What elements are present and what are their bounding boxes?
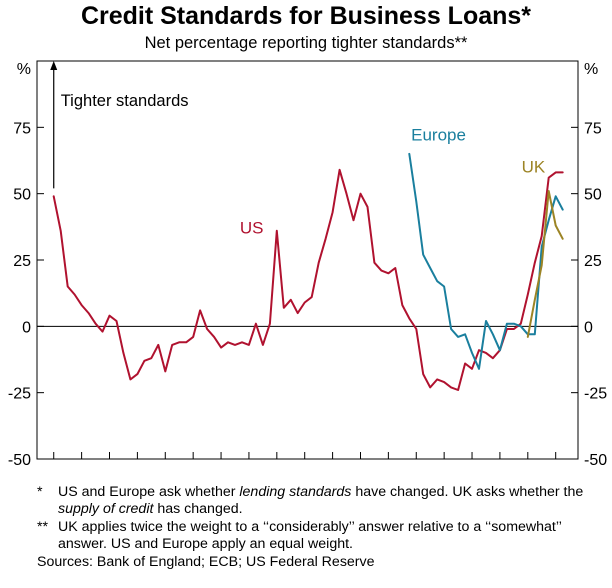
x-tick-label: 2005 bbox=[454, 468, 490, 470]
footnote-1-em1: lending standards bbox=[239, 484, 352, 500]
sources-note: Sources: Bank of England; ECB; US Federa… bbox=[37, 553, 375, 570]
y-tick-label-right: 75 bbox=[584, 120, 602, 137]
series-line-europe bbox=[408, 152, 564, 370]
chart-subtitle: Net percentage reporting tighter standar… bbox=[144, 34, 468, 52]
y-tick-label-left: 0 bbox=[22, 319, 31, 336]
footnote-1-part1: US and Europe ask whether bbox=[58, 484, 240, 500]
footnote-2-marker: ** bbox=[37, 518, 49, 535]
annotation-tighter-standards: Tighter standards bbox=[61, 92, 189, 110]
x-tick-label: 1999 bbox=[287, 468, 323, 470]
x-tick-label: 1990 bbox=[36, 468, 72, 470]
series-label-uk: UK bbox=[522, 157, 546, 176]
x-tick-label: 1993 bbox=[120, 468, 156, 470]
series-label-us: US bbox=[240, 218, 264, 237]
chart-title: Credit Standards for Business Loans* bbox=[80, 2, 532, 30]
y-tick-label-left: -50 bbox=[8, 452, 31, 469]
plot-frame bbox=[36, 60, 579, 460]
y-tick-label-right: -25 bbox=[584, 386, 607, 403]
line-chart: -50 -50 -25 -25 0 0 25 25 50 50 75 75%% 1990 1993 1996… bbox=[8, 60, 607, 470]
y-tick-label-left: 75 bbox=[13, 120, 31, 137]
series-line-uk bbox=[526, 190, 564, 338]
footnote-2-text: UK applies twice the weight to a ‘‘consi… bbox=[58, 518, 562, 553]
y-tick-label-right: -50 bbox=[584, 452, 607, 469]
x-tick-label: 2002 bbox=[371, 468, 407, 470]
footnote-1-part2: have changed. UK asks whether the bbox=[351, 484, 584, 500]
x-tick-label: 2008 bbox=[538, 468, 574, 470]
footnote-1: * US and Europe ask whether lending stan… bbox=[37, 484, 597, 519]
footnote-1-marker: * bbox=[37, 484, 43, 500]
series-line-us bbox=[52, 168, 564, 391]
series-label-europe: Europe bbox=[411, 126, 466, 145]
y-tick-label-right: 0 bbox=[584, 319, 593, 336]
footnotes: * US and Europe ask whether lending stan… bbox=[37, 484, 597, 571]
y-tick-label-right: % bbox=[584, 61, 598, 78]
tighter-arrow-head bbox=[50, 61, 58, 70]
y-tick-label-left: 25 bbox=[13, 253, 31, 270]
footnote-1-part3: has changed. bbox=[153, 501, 243, 518]
footnote-2: ** UK applies twice the weight to a ‘‘co… bbox=[37, 519, 597, 554]
x-tick-label: 1996 bbox=[203, 468, 239, 470]
y-tick-label-left: -25 bbox=[8, 386, 31, 403]
y-tick-label-left: 50 bbox=[13, 187, 31, 204]
y-tick-label-right: 50 bbox=[584, 187, 602, 204]
y-tick-label-right: 25 bbox=[584, 253, 602, 270]
footnote-1-em2: supply of credit bbox=[58, 501, 154, 518]
footnote-1-text: US and Europe ask whether lending standa… bbox=[58, 484, 597, 519]
y-tick-label-left: % bbox=[17, 61, 31, 78]
